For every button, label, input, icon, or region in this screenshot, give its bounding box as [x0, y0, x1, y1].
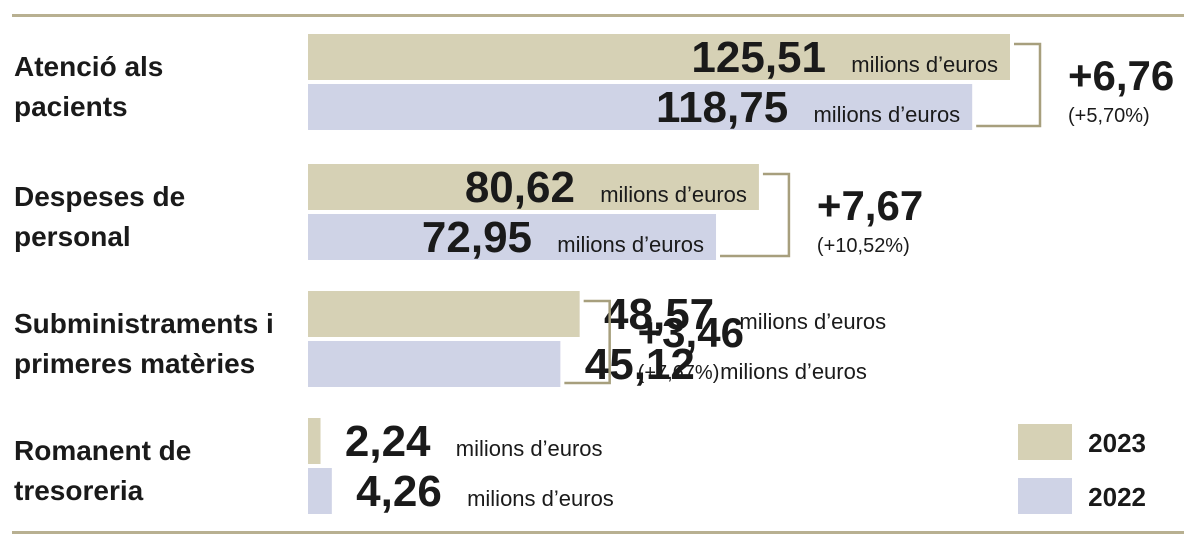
- value-label: 2,24: [345, 417, 431, 466]
- difference-value: +3,46: [638, 309, 744, 356]
- value-label: 45,12: [585, 340, 695, 389]
- category-label: Atenció als: [14, 51, 163, 82]
- legend-swatch-2022: [1018, 478, 1072, 514]
- difference-bracket: [720, 172, 791, 258]
- legend: 2023 2022: [1018, 424, 1146, 514]
- value-label: 80,62: [465, 163, 575, 212]
- value-label: 125,51: [691, 33, 826, 82]
- value-label: 72,95: [422, 213, 532, 262]
- category-group: Subministraments i primeres matèries 48,57…: [14, 290, 886, 389]
- difference-percent: (+7,67%): [638, 362, 720, 384]
- bar-2022: [308, 341, 561, 387]
- unit-label: milions d’euros: [557, 232, 704, 257]
- value-label: 118,75: [656, 83, 788, 132]
- value-label: 48,57: [604, 290, 714, 339]
- unit-label: milions d’euros: [456, 436, 603, 461]
- bar-2023: [308, 34, 1010, 80]
- legend-swatch-2023: [1018, 424, 1072, 460]
- legend-label: 2022: [1088, 482, 1146, 512]
- difference-percent: (+5,70%): [1068, 105, 1150, 127]
- bar-2023: [308, 164, 759, 210]
- category-label: pacients: [14, 91, 128, 122]
- unit-label: milions d’euros: [720, 359, 867, 384]
- difference-value: +6,76: [1068, 52, 1174, 99]
- category-group: Romanent de tresoreria 2,24 milions d’euros…: [14, 417, 614, 516]
- unit-label: milions d’euros: [467, 486, 614, 511]
- difference-percent: (+10,52%): [817, 235, 910, 257]
- bar-2022: [308, 468, 332, 514]
- unit-label: milions d’euros: [813, 102, 960, 127]
- unit-label: milions d’euros: [600, 182, 747, 207]
- bar-2023: [308, 291, 580, 337]
- bar-2023: [308, 418, 321, 464]
- bar-2022: [308, 214, 717, 260]
- difference-bracket: [976, 42, 1042, 128]
- legend-label: 2023: [1088, 428, 1146, 458]
- unit-label: milions d’euros: [739, 309, 886, 334]
- bottom-rule: [12, 531, 1184, 534]
- difference-value: +7,67: [817, 182, 923, 229]
- difference-bracket: [564, 299, 611, 385]
- category-label: primeres matèries: [14, 348, 255, 379]
- unit-label: milions d’euros: [851, 52, 998, 77]
- value-label: 4,26: [356, 467, 442, 516]
- category-label: Subministraments i: [14, 308, 274, 339]
- category-label: personal: [14, 221, 131, 252]
- category-label: tresoreria: [14, 475, 144, 506]
- top-rule: [12, 14, 1184, 17]
- category-group: Atenció als pacients 125,51 milions d’euros…: [14, 33, 1174, 132]
- bar-2022: [308, 84, 973, 130]
- category-label: Despeses de: [14, 181, 185, 212]
- category-label: Romanent de: [14, 435, 191, 466]
- category-group: Despeses de personal 80,62 milions d’euros 7…: [14, 163, 923, 262]
